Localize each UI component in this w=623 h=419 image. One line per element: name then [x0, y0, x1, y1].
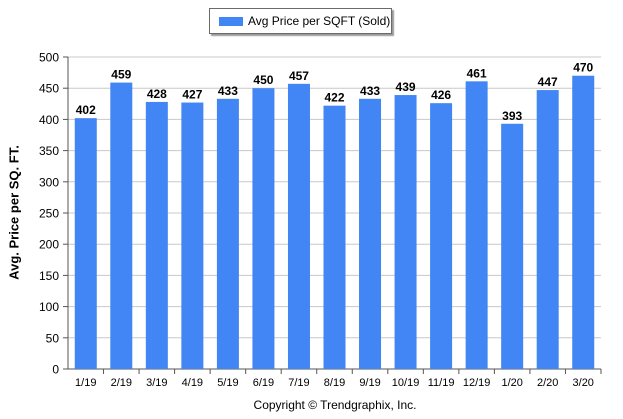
x-tick-label: 7/19 — [288, 377, 309, 389]
data-label: 450 — [253, 73, 273, 87]
x-tick-label: 5/19 — [217, 377, 238, 389]
x-tick-label: 1/20 — [501, 377, 522, 389]
bar — [359, 98, 382, 370]
x-tick-label: 3/20 — [573, 377, 594, 389]
data-label: 426 — [431, 88, 451, 102]
x-tick-label: 2/20 — [537, 377, 558, 389]
bar — [181, 102, 204, 369]
data-label: 439 — [396, 80, 416, 94]
y-tick-label: 250 — [39, 207, 59, 221]
x-tick-label: 11/19 — [428, 377, 455, 389]
data-label: 433 — [360, 84, 380, 98]
legend-swatch — [219, 17, 243, 26]
y-tick-label: 100 — [39, 300, 59, 314]
bar — [465, 81, 488, 369]
bar — [287, 83, 310, 369]
data-labels: 402 459 428 427 433 450 457 422 433 439 426 461 393 4… — [76, 61, 594, 123]
bar — [252, 88, 275, 369]
y-tick-label: 400 — [39, 113, 59, 127]
data-label: 428 — [147, 87, 167, 101]
y-tick-label: 150 — [39, 269, 59, 283]
legend: Avg Price per SQFT (Sold) — [209, 8, 392, 34]
y-tick-label: 200 — [39, 238, 59, 252]
bar — [536, 90, 559, 370]
data-label: 402 — [76, 103, 96, 117]
y-tick-label: 350 — [39, 144, 59, 158]
x-tick-label: 8/19 — [324, 377, 345, 389]
data-label: 447 — [538, 75, 558, 89]
x-tick-label: 6/19 — [253, 377, 274, 389]
x-tick-label: 1/19 — [75, 377, 96, 389]
bar — [145, 101, 168, 369]
y-tick-label: 500 — [39, 51, 59, 65]
data-label: 433 — [218, 84, 238, 98]
data-label: 422 — [324, 91, 344, 105]
copyright-footer: Copyright © Trendgraphix, Inc. — [253, 398, 417, 412]
data-label: 461 — [467, 66, 487, 80]
data-label: 427 — [182, 88, 202, 102]
data-label: 393 — [502, 109, 522, 123]
legend-label: Avg Price per SQFT (Sold) — [248, 14, 391, 28]
bars — [74, 75, 595, 370]
x-tick-label: 10/19 — [392, 377, 420, 389]
x-tick-label: 9/19 — [359, 377, 380, 389]
x-tick-label: 2/19 — [111, 377, 132, 389]
y-tick-label: 50 — [46, 331, 60, 345]
bar — [323, 105, 346, 369]
data-label: 457 — [289, 69, 309, 83]
bar — [110, 82, 133, 370]
bar — [430, 103, 453, 370]
y-tick-label: 0 — [52, 363, 59, 377]
x-tick-label: 12/19 — [463, 377, 491, 389]
tick-labels: 0 50 100 150 200 250 300 350 400 450 500 1/19 2/19 3/… — [39, 51, 594, 390]
y-axis-title: Avg. Price per SQ. FT. — [6, 145, 22, 280]
y-tick-label: 450 — [39, 82, 59, 96]
data-label: 459 — [111, 68, 131, 82]
x-tick-label: 4/19 — [182, 377, 203, 389]
bar — [572, 75, 595, 369]
x-tick-label: 3/19 — [146, 377, 167, 389]
bar — [394, 95, 417, 370]
bar — [501, 123, 524, 369]
bar — [74, 118, 97, 369]
bar — [216, 98, 239, 370]
y-tick-label: 300 — [39, 175, 59, 189]
data-label: 470 — [573, 61, 593, 75]
